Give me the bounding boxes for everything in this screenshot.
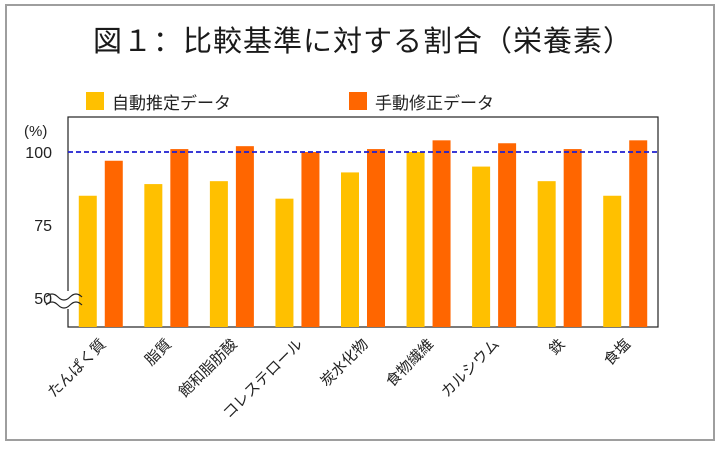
bar xyxy=(563,149,582,327)
bar xyxy=(144,184,163,327)
axis-break-gap xyxy=(65,291,71,309)
bar xyxy=(170,149,189,327)
bar xyxy=(341,172,359,327)
bar xyxy=(275,198,294,327)
axis-break-wave xyxy=(45,293,83,301)
bar xyxy=(498,143,517,327)
axis-break-wave xyxy=(45,301,83,309)
bar xyxy=(301,152,320,327)
bar xyxy=(603,195,622,327)
y-tick-label: 100 xyxy=(25,145,52,162)
bar xyxy=(537,181,556,327)
legend-item-manual: 手動修正データ xyxy=(349,90,494,114)
x-tick-label: 鉄 xyxy=(545,335,568,358)
legend-label-auto: 自動推定データ xyxy=(112,93,231,114)
x-tick-label: 食塩 xyxy=(600,335,634,369)
bar xyxy=(629,140,648,327)
bar xyxy=(406,152,425,327)
y-tick-label: 75 xyxy=(34,218,52,235)
x-tick-label: 炭水化物 xyxy=(317,335,372,390)
bar xyxy=(235,146,254,327)
legend-item-auto: 自動推定データ xyxy=(86,90,231,114)
y-axis-label: (%) xyxy=(24,123,47,140)
chart-title: 図１：比較基準に対する割合（栄養素） xyxy=(92,24,633,58)
y-tick-label: 50 xyxy=(34,291,52,308)
x-tick-label: カルシウム xyxy=(437,335,503,401)
bar xyxy=(432,140,451,327)
bar xyxy=(209,181,228,327)
bar xyxy=(367,149,385,327)
bar xyxy=(472,166,491,327)
legend-label-manual: 手動修正データ xyxy=(375,93,494,114)
legend-swatch-manual xyxy=(349,92,367,110)
legend-swatch-auto xyxy=(86,92,104,110)
bar xyxy=(104,160,123,327)
bar xyxy=(78,195,97,327)
plot-area: たんぱく質 脂質 飽和脂肪酸コレステロール 炭水化物 食物繊維 カルシウム鉄食塩50751… xyxy=(24,116,659,422)
x-tick-label: たんぱく質 xyxy=(44,335,110,401)
chart-frame xyxy=(5,4,715,441)
x-tick-label: 脂質 xyxy=(141,335,175,369)
x-tick-label: 食物繊維 xyxy=(382,335,437,390)
x-tick-label: 飽和脂肪酸 xyxy=(175,335,241,401)
plot-border xyxy=(67,116,659,328)
